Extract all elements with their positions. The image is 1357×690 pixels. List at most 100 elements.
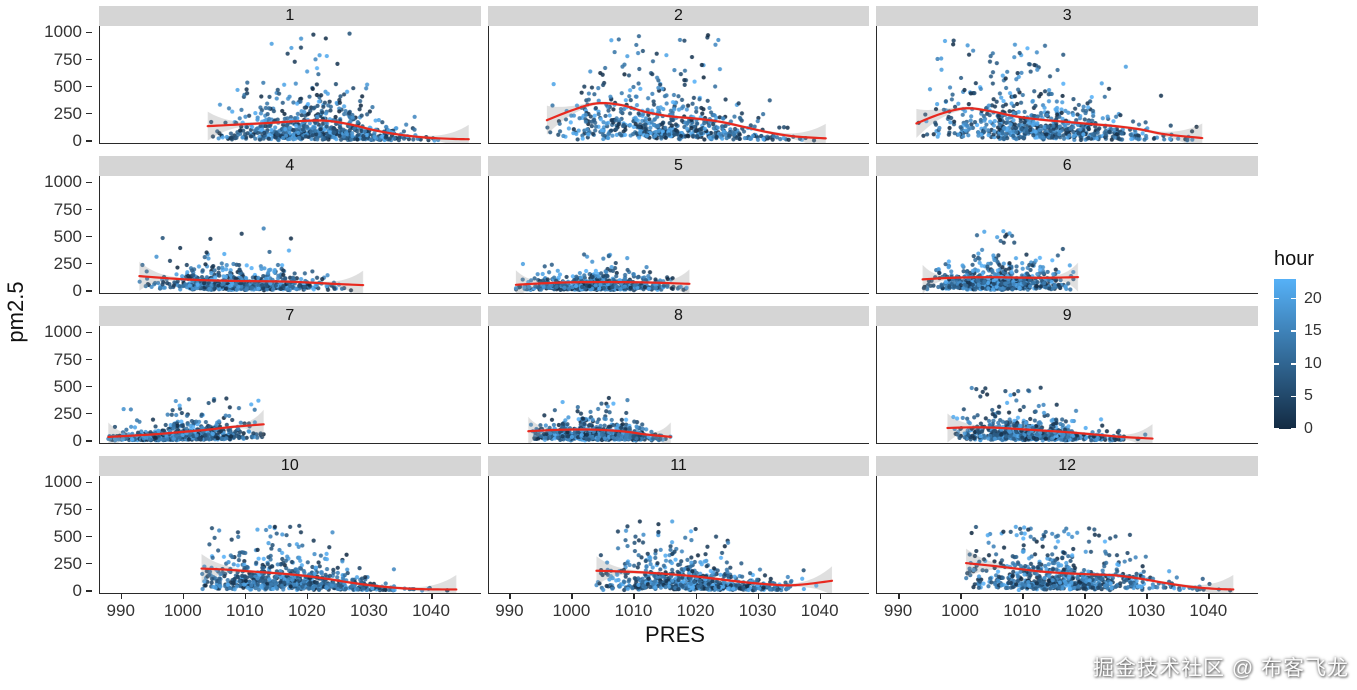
x-tick-mark bbox=[960, 594, 962, 599]
y-tick-label: 250 bbox=[53, 403, 82, 423]
facet-scatter-canvas bbox=[876, 176, 1258, 294]
facet-scatter-canvas bbox=[99, 26, 481, 144]
facet-panel-5: 5 bbox=[487, 156, 870, 294]
y-tick-label: 0 bbox=[72, 580, 82, 600]
legend-tick-mark bbox=[1274, 363, 1279, 365]
facet-panel-7: 7 bbox=[99, 306, 481, 444]
facet-scatter-canvas bbox=[876, 26, 1258, 144]
y-tick-label: 500 bbox=[53, 526, 82, 546]
facet-panel-9: 9 bbox=[876, 306, 1258, 444]
y-tick-mark bbox=[86, 412, 92, 415]
y-tick-mark bbox=[86, 85, 92, 88]
facet-strip-label: 12 bbox=[1058, 457, 1077, 474]
x-tick-label: 990 bbox=[495, 601, 524, 620]
x-tick-mark bbox=[431, 594, 433, 599]
x-tick-label: 1030 bbox=[738, 601, 777, 620]
facet-strip-label: 11 bbox=[670, 457, 687, 474]
facet-scatter-canvas bbox=[99, 326, 481, 444]
x-tick-mark bbox=[1208, 594, 1210, 599]
y-tick-label: 0 bbox=[72, 130, 82, 150]
facet-strip: 11 bbox=[487, 456, 870, 476]
facet-panel-4: 4 bbox=[99, 156, 481, 294]
facet-scatter-canvas bbox=[487, 326, 870, 444]
y-tick-mark bbox=[86, 590, 92, 592]
y-axis-gutter: 0 250 500 750 1000 bbox=[34, 6, 92, 149]
y-axis-gutter: 0 250 500 750 1000 bbox=[34, 306, 92, 449]
x-axis-ticks: 990 1000 1010 1020 1030 1040 bbox=[99, 594, 481, 620]
facet-panel-8: 8 bbox=[487, 306, 870, 444]
y-tick-label: 1000 bbox=[44, 172, 82, 192]
facet-strip-label: 8 bbox=[674, 307, 683, 324]
facet-strip: 6 bbox=[876, 156, 1258, 176]
legend-tick-mark bbox=[1291, 395, 1296, 398]
facet-panel-1: 1 bbox=[99, 6, 481, 144]
legend-tick-mark bbox=[1291, 297, 1296, 300]
facet-scatter-canvas bbox=[487, 26, 870, 144]
y-tick-label: 250 bbox=[53, 553, 82, 573]
facet-scatter-canvas bbox=[99, 476, 481, 594]
y-tick-mark bbox=[86, 562, 92, 565]
y-tick-label: 1000 bbox=[44, 472, 82, 492]
facet-strip-label: 3 bbox=[1062, 7, 1072, 24]
facet-strip: 9 bbox=[876, 306, 1258, 326]
y-tick-mark bbox=[86, 208, 92, 211]
y-tick-mark bbox=[86, 358, 92, 361]
facet-strip: 12 bbox=[876, 456, 1258, 476]
legend-tick-label: 20 bbox=[1304, 289, 1322, 307]
facet-strip-label: 1 bbox=[285, 7, 295, 24]
y-tick-mark bbox=[86, 290, 92, 292]
x-tick-label: 1000 bbox=[163, 601, 202, 620]
facet-scatter-canvas bbox=[876, 326, 1258, 444]
facet-scatter-canvas bbox=[487, 476, 870, 594]
x-tick-label: 1000 bbox=[552, 601, 591, 620]
x-tick-label: 1000 bbox=[941, 601, 980, 620]
x-tick-mark bbox=[509, 594, 511, 599]
x-axis-ticks: 990 1000 1010 1020 1030 1040 bbox=[488, 594, 870, 620]
y-tick-label: 1000 bbox=[44, 322, 82, 342]
legend-tick-mark bbox=[1291, 363, 1296, 365]
y-tick-label: 750 bbox=[53, 49, 82, 69]
x-axis-title: PRES bbox=[645, 622, 705, 647]
y-tick-label: 750 bbox=[53, 499, 82, 519]
x-tick-mark bbox=[244, 594, 247, 599]
x-tick-mark bbox=[898, 594, 900, 599]
x-tick-label: 1010 bbox=[614, 601, 653, 620]
facet-panel-2: 2 bbox=[487, 6, 870, 144]
facet-scatter-canvas bbox=[487, 176, 870, 294]
x-tick-mark bbox=[819, 594, 822, 599]
y-tick-mark bbox=[86, 535, 92, 538]
facet-strip-label: 4 bbox=[285, 157, 295, 174]
legend-tick-mark bbox=[1274, 428, 1279, 430]
legend-tick-mark bbox=[1274, 395, 1279, 398]
x-tick-mark bbox=[306, 594, 309, 599]
x-tick-mark bbox=[1084, 594, 1086, 599]
facet-strip: 8 bbox=[487, 306, 870, 326]
y-tick-mark bbox=[86, 385, 92, 388]
plot-area: 0 250 500 750 1000 1 2 3 0 250 500 750 1000 4 5 6 0 250 50… bbox=[34, 6, 1258, 648]
facet-strip: 1 bbox=[99, 6, 481, 26]
y-tick-label: 0 bbox=[72, 280, 82, 300]
legend-title: hour bbox=[1274, 248, 1315, 270]
facet-strip-label: 10 bbox=[280, 457, 299, 474]
y-tick-mark bbox=[86, 235, 92, 238]
x-tick-label: 1040 bbox=[1189, 601, 1228, 620]
y-tick-label: 750 bbox=[53, 349, 82, 369]
y-tick-mark bbox=[86, 58, 92, 61]
facet-strip-label: 7 bbox=[285, 307, 295, 324]
facet-strip: 5 bbox=[487, 156, 870, 176]
y-tick-label: 1000 bbox=[44, 22, 82, 42]
legend-colorbar-wrap: 0 5 10 15 20 bbox=[1274, 279, 1354, 437]
y-tick-mark bbox=[86, 508, 92, 511]
x-tick-label: 1030 bbox=[350, 601, 388, 620]
y-tick-label: 500 bbox=[53, 76, 82, 96]
facet-strip: 3 bbox=[876, 6, 1258, 26]
y-tick-label: 500 bbox=[53, 226, 82, 246]
legend-tick-label: 10 bbox=[1304, 354, 1322, 372]
legend-tick-mark bbox=[1274, 297, 1279, 300]
facet-strip: 7 bbox=[99, 306, 481, 326]
x-tick-label: 1040 bbox=[800, 601, 839, 620]
x-tick-mark bbox=[571, 594, 573, 599]
facet-grid: 0 250 500 750 1000 1 2 3 0 250 500 750 1000 4 5 6 0 250 50… bbox=[34, 6, 1258, 620]
y-axis-title: pm2.5 bbox=[3, 281, 28, 343]
